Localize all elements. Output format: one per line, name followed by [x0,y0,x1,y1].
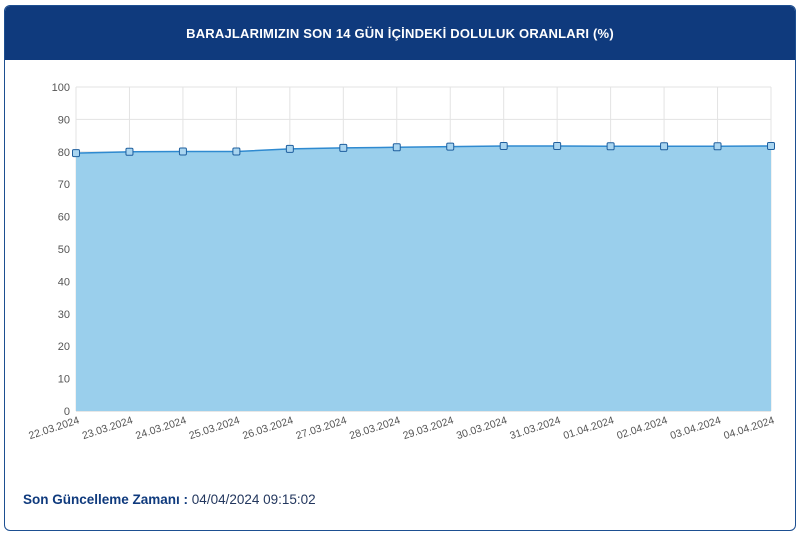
x-tick-label: 26.03.2024 [241,414,295,442]
y-tick-label: 80 [58,147,70,159]
x-tick-label: 29.03.2024 [401,414,455,442]
x-axis: 22.03.2024 23.03.2024 24.03.2024 25.03.2024… [27,414,776,442]
x-tick-label: 31.03.2024 [508,414,562,442]
data-point[interactable] [232,147,241,156]
last-update-separator: : [179,492,192,507]
data-point[interactable] [660,142,669,151]
markers-layer [72,141,775,158]
y-tick-label: 20 [58,341,70,353]
y-tick-label: 50 [58,244,70,256]
data-point[interactable] [446,142,455,151]
y-tick-label: 90 [58,114,70,126]
series-line [75,145,772,154]
data-point[interactable] [285,144,294,153]
last-update-value: 04/04/2024 09:15:02 [191,492,316,507]
data-point[interactable] [125,147,134,156]
x-tick-label: 27.03.2024 [295,414,349,442]
y-tick-label: 70 [58,179,70,191]
data-point[interactable] [606,142,615,151]
x-tick-label: 25.03.2024 [188,414,242,442]
chart-title: BARAJLARIMIZIN SON 14 GÜN İÇİNDEKİ DOLUL… [186,25,614,41]
area-chart: 0 10 20 30 40 50 60 70 80 90 100 22.03.2024 23.03.2… [27,82,776,442]
y-axis: 0 10 20 30 40 50 60 70 80 90 100 [52,82,70,418]
y-tick-label: 100 [52,82,70,94]
x-tick-label: 02.04.2024 [615,414,669,442]
chart-card: BARAJLARIMIZIN SON 14 GÜN İÇİNDEKİ DOLUL… [4,5,796,531]
x-tick-label: 22.03.2024 [27,414,81,442]
data-point[interactable] [339,143,348,152]
last-update-label: Son Güncelleme Zamanı [23,492,180,507]
x-tick-label: 04.04.2024 [722,414,776,442]
last-update: Son Güncelleme Zamanı : 04/04/2024 09:15… [23,492,316,507]
card-header: BARAJLARIMIZIN SON 14 GÜN İÇİNDEKİ DOLUL… [5,6,795,60]
data-point[interactable] [178,147,187,156]
data-point[interactable] [713,142,722,151]
x-tick-label: 23.03.2024 [81,414,135,442]
y-tick-label: 30 [58,309,70,321]
x-tick-label: 30.03.2024 [455,414,509,442]
y-tick-label: 0 [64,406,70,418]
data-point[interactable] [499,141,508,150]
x-tick-label: 01.04.2024 [562,414,616,442]
x-tick-label: 28.03.2024 [348,414,402,442]
area-layer [75,145,772,411]
data-point[interactable] [72,149,80,158]
data-point[interactable] [767,141,775,150]
x-tick-label: 03.04.2024 [669,414,723,442]
data-point[interactable] [392,143,401,152]
data-point[interactable] [553,141,562,150]
y-tick-label: 40 [58,276,70,288]
y-tick-label: 10 [58,374,70,386]
x-tick-label: 24.03.2024 [134,414,188,442]
area-fill [76,145,771,411]
y-tick-label: 60 [58,212,70,224]
